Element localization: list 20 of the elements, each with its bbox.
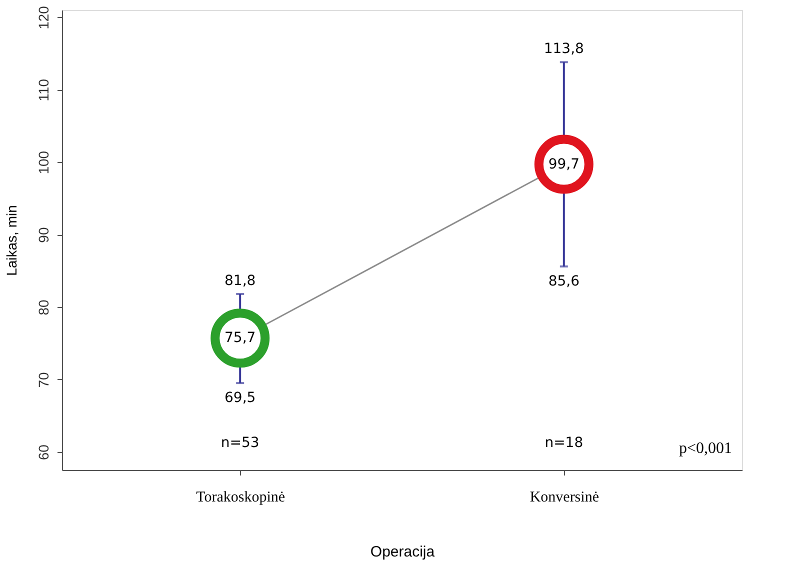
y-tick-label: 100 bbox=[36, 150, 52, 174]
annotation: n=53 bbox=[220, 435, 260, 451]
y-axis-title: Laikas, min bbox=[4, 205, 20, 276]
y-tick-label: 60 bbox=[36, 444, 52, 460]
x-tick-label: Konversinė bbox=[530, 490, 600, 506]
x-tick-label: Torakoskopinė bbox=[196, 490, 286, 506]
y-tick-label: 110 bbox=[36, 78, 52, 102]
annotation: 69,5 bbox=[224, 390, 256, 406]
data-label: 75,7 bbox=[224, 330, 256, 346]
y-tick-label: 120 bbox=[36, 6, 52, 30]
annotation: p<0,001 bbox=[678, 440, 732, 457]
y-tick-label: 70 bbox=[36, 372, 52, 388]
x-axis-title: Operacija bbox=[370, 544, 436, 560]
y-tick-label: 90 bbox=[36, 227, 52, 243]
y-tick-label: 80 bbox=[36, 300, 52, 316]
data-label: 99,7 bbox=[548, 156, 580, 172]
annotation: 85,6 bbox=[548, 273, 580, 290]
annotation: 81,8 bbox=[224, 272, 256, 289]
annotation: n=18 bbox=[544, 435, 584, 451]
annotation: 113,8 bbox=[544, 41, 584, 58]
